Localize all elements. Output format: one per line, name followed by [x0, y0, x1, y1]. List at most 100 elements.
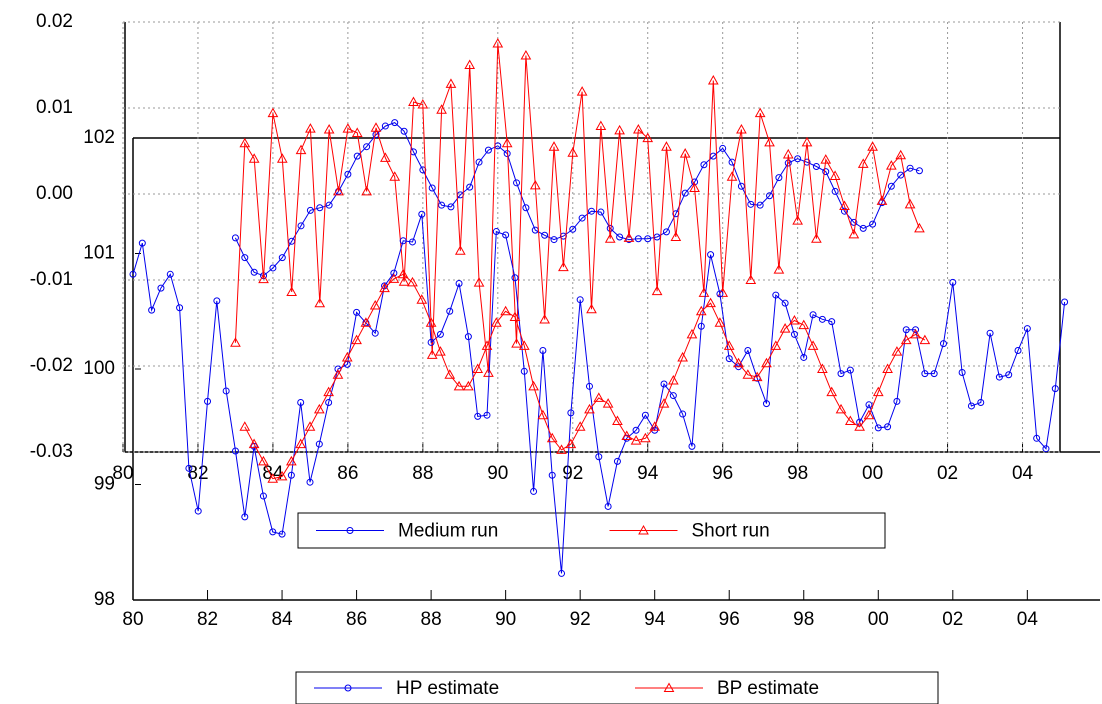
triangle-marker [305, 123, 316, 133]
circle-marker [986, 329, 994, 337]
circle-marker [484, 146, 492, 154]
circle-marker [483, 411, 491, 419]
circle-marker [250, 268, 258, 276]
triangle-marker [863, 409, 875, 420]
triangle-marker [751, 371, 763, 382]
circle-marker [744, 347, 752, 355]
circle-marker [632, 426, 640, 434]
triangle-marker [369, 299, 381, 310]
triangle-marker [454, 245, 466, 255]
circle-marker [231, 234, 239, 242]
triangle-marker [576, 86, 588, 96]
triangle-marker [621, 430, 633, 440]
triangle-marker [230, 337, 241, 347]
triangle-marker [416, 294, 428, 304]
circle-marker [400, 127, 408, 135]
triangle-marker [630, 435, 642, 445]
circle-marker [418, 210, 426, 218]
triangle-marker [891, 346, 903, 356]
circle-marker [455, 280, 463, 288]
triangle-marker [670, 231, 682, 241]
circle-marker [756, 201, 764, 209]
circle-marker [897, 171, 905, 179]
triangle-marker [867, 141, 878, 151]
circle-marker [762, 400, 770, 408]
circle-marker [166, 270, 174, 278]
triangle-marker [548, 141, 560, 151]
circle-marker [447, 203, 455, 211]
triangle-marker [323, 386, 334, 397]
circle-marker [558, 569, 566, 577]
triangle-marker [500, 305, 511, 316]
circle-marker [194, 507, 202, 515]
circle-marker [644, 235, 652, 243]
triangle-marker [895, 149, 907, 160]
circle-marker [800, 353, 808, 361]
circle-marker [634, 235, 642, 243]
x-tick-label: 04 [1012, 463, 1034, 484]
triangle-marker [388, 273, 400, 283]
circle-marker [548, 471, 556, 479]
y-tick-label: 101 [83, 243, 115, 264]
triangle-marker [520, 50, 532, 60]
circle-marker [550, 236, 558, 244]
x-tick-label: 94 [637, 463, 659, 484]
triangle-marker [717, 287, 729, 297]
legend-marker [346, 527, 354, 534]
y-tick-label: 100 [83, 358, 115, 379]
circle-marker [204, 397, 212, 405]
triangle-marker [745, 274, 757, 284]
triangle-marker [360, 317, 372, 327]
triangle-marker [726, 171, 738, 181]
circle-marker [887, 182, 895, 190]
triangle-marker [667, 375, 679, 385]
circle-marker [716, 290, 724, 298]
y-tick-label: -0.01 [30, 269, 73, 290]
triangle-marker [789, 314, 800, 325]
y-tick-label: 0.00 [36, 183, 73, 204]
triangle-marker [754, 107, 766, 118]
triangle-marker [736, 123, 747, 134]
triangle-marker [426, 349, 438, 359]
circle-marker [185, 464, 193, 472]
circle-marker [353, 308, 361, 316]
circle-marker [1023, 325, 1031, 333]
triangle-marker [604, 233, 616, 243]
triangle-marker [248, 438, 260, 449]
triangle-marker [276, 470, 288, 481]
circle-marker [707, 251, 715, 259]
triangle-marker [798, 319, 810, 330]
triangle-marker [248, 153, 260, 163]
circle-marker [316, 204, 324, 212]
circle-marker [578, 214, 586, 222]
triangle-marker [239, 137, 251, 148]
triangle-marker [333, 185, 344, 196]
circle-marker [697, 322, 705, 330]
triangle-marker [407, 276, 418, 287]
circle-marker [148, 306, 156, 314]
circle-marker [691, 178, 699, 186]
triangle-marker [464, 59, 476, 69]
triangle-marker [900, 334, 912, 345]
triangle-marker [501, 137, 513, 148]
triangle-marker [341, 351, 353, 362]
triangle-marker [826, 386, 838, 397]
triangle-marker [651, 285, 663, 296]
triangle-marker [679, 148, 691, 158]
circle-marker [949, 278, 957, 286]
legend-label: Medium run [398, 521, 498, 542]
triangle-marker [342, 123, 354, 133]
triangle-marker [511, 338, 522, 348]
triangle-marker [567, 147, 579, 157]
circle-marker [1061, 298, 1069, 306]
circle-marker [822, 168, 830, 176]
circle-marker [812, 162, 820, 170]
triangle-marker [267, 107, 279, 118]
triangle-marker [801, 136, 813, 147]
circle-marker [278, 254, 286, 262]
circle-marker [831, 187, 839, 195]
triangle-marker [286, 455, 297, 466]
x-tick-label: 00 [868, 609, 889, 630]
triangle-marker [518, 340, 530, 350]
